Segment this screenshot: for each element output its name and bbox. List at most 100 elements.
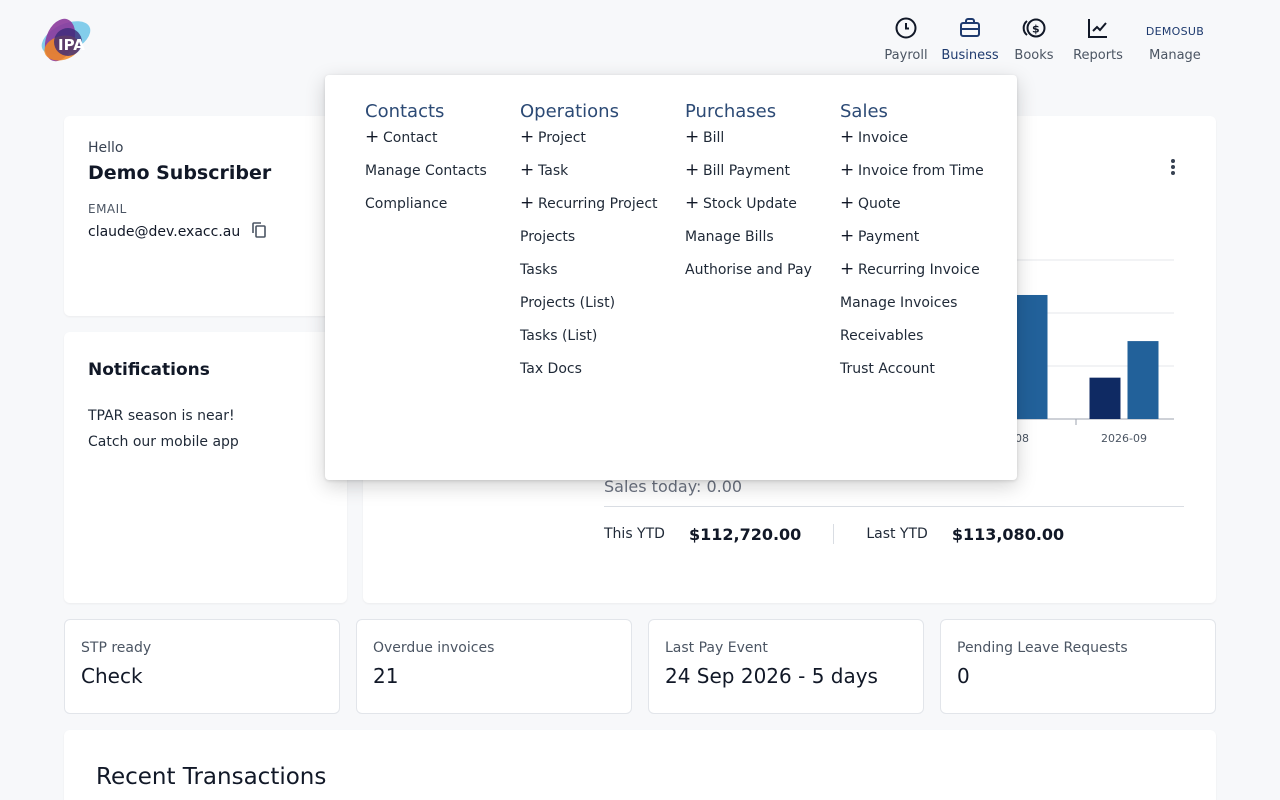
chart-bar[interactable] — [1089, 377, 1121, 419]
menu-heading-purchases: Purchases — [685, 101, 777, 122]
menu-item[interactable]: + Invoice from Time — [840, 161, 984, 194]
menu-item[interactable]: + Project — [520, 128, 658, 161]
svg-text:IPA: IPA — [58, 36, 85, 54]
this-ytd-value: $112,720.00 — [688, 524, 802, 544]
menu-item-label: Bill — [703, 130, 725, 146]
menu-item[interactable]: + Recurring Project — [520, 194, 658, 227]
more-options-icon[interactable] — [1170, 158, 1176, 180]
plus-icon: + — [365, 127, 380, 147]
menu-item[interactable]: Manage Contacts — [365, 161, 487, 194]
email-row: claude@dev.exacc.au — [88, 222, 323, 242]
menu-item-label: Stock Update — [703, 196, 797, 212]
nav-books-label: Books — [1014, 48, 1054, 63]
plus-icon: + — [520, 193, 535, 213]
menu-item[interactable]: + Contact — [365, 128, 487, 161]
chart-x-tick-label: 2026-09 — [1101, 432, 1147, 445]
copy-icon[interactable] — [252, 222, 267, 242]
nav-business-label: Business — [941, 48, 999, 63]
notification-item[interactable]: Catch our mobile app — [88, 434, 239, 450]
menu-item[interactable]: Authorise and Pay — [685, 260, 812, 293]
menu-item-label: Projects (List) — [520, 295, 616, 311]
menu-item-label: Recurring Project — [538, 196, 658, 212]
menu-item[interactable]: + Stock Update — [685, 194, 812, 227]
recent-transactions-title: Recent Transactions — [96, 764, 327, 790]
greeting: Hello — [88, 140, 124, 156]
menu-item[interactable]: Trust Account — [840, 359, 984, 392]
stat-label: STP ready — [81, 640, 152, 656]
chart-bar[interactable] — [1016, 294, 1048, 419]
menu-item[interactable]: + Payment — [840, 227, 984, 260]
menu-item[interactable]: + Task — [520, 161, 658, 194]
user-name: Demo Subscriber — [88, 162, 272, 184]
briefcase-icon — [957, 14, 983, 42]
menu-item-label: Trust Account — [840, 361, 935, 377]
notifications-title: Notifications — [88, 360, 210, 380]
top-navigation: Payroll Business $ Books Reports DEMOSUB… — [874, 14, 1220, 63]
plus-icon: + — [840, 259, 855, 279]
nav-reports[interactable]: Reports — [1066, 14, 1130, 63]
plus-icon: + — [685, 193, 700, 213]
nav-manage[interactable]: DEMOSUB Manage — [1130, 14, 1220, 63]
menu-item[interactable]: Manage Invoices — [840, 293, 984, 326]
company-logo[interactable]: IPA — [36, 10, 96, 66]
sales-today: Sales today: 0.00 — [604, 477, 743, 496]
menu-item[interactable]: + Quote — [840, 194, 984, 227]
menu-column-sales: Sales + Invoice + Invoice from Time + Quote + P… — [840, 101, 984, 392]
menu-column-operations: Operations + Project + Task + Recurring Proje… — [520, 101, 658, 392]
menu-item[interactable]: Tax Docs — [520, 359, 658, 392]
menu-item[interactable]: Projects (List) — [520, 293, 658, 326]
clock-icon — [893, 14, 919, 42]
menu-column-contacts: Contacts + Contact Manage Contacts Complian… — [365, 101, 487, 227]
menu-item-label: Invoice — [858, 130, 909, 146]
menu-item[interactable]: + Recurring Invoice — [840, 260, 984, 293]
menu-item[interactable]: Receivables — [840, 326, 984, 359]
menu-item-label: Receivables — [840, 328, 924, 344]
plus-icon: + — [685, 160, 700, 180]
menu-item[interactable]: + Invoice — [840, 128, 984, 161]
menu-item-label: Compliance — [365, 196, 448, 212]
menu-heading-sales: Sales — [840, 101, 888, 122]
plus-icon: + — [840, 160, 855, 180]
chart-bar[interactable] — [1127, 341, 1159, 419]
plus-icon: + — [685, 127, 700, 147]
last-ytd-value: $113,080.00 — [951, 524, 1065, 544]
menu-item[interactable]: Compliance — [365, 194, 487, 227]
nav-books[interactable]: $ Books — [1002, 14, 1066, 63]
stat-pending-leave[interactable]: Pending Leave Requests 0 — [940, 619, 1216, 714]
stat-last-pay-event[interactable]: Last Pay Event 24 Sep 2026 - 5 days — [648, 619, 924, 714]
stat-stp-ready[interactable]: STP ready Check — [64, 619, 340, 714]
stat-label: Overdue invoices — [373, 640, 495, 656]
stat-value: 24 Sep 2026 - 5 days — [665, 664, 878, 688]
menu-item-label: Tasks — [520, 262, 558, 278]
menu-item[interactable]: Tasks (List) — [520, 326, 658, 359]
notification-item[interactable]: TPAR season is near! — [88, 408, 235, 424]
stat-label: Last Pay Event — [665, 640, 768, 656]
plus-icon: + — [840, 226, 855, 246]
stat-overdue-invoices[interactable]: Overdue invoices 21 — [356, 619, 632, 714]
menu-item[interactable]: Projects — [520, 227, 658, 260]
notifications-card: Notifications TPAR season is near! Catch… — [64, 332, 347, 603]
trend-chart-icon — [1085, 14, 1111, 42]
ytd-summary: This YTD $112,720.00 Last YTD $113,080.0… — [604, 524, 1064, 544]
last-ytd-label: Last YTD — [866, 526, 928, 542]
menu-item[interactable]: Manage Bills — [685, 227, 812, 260]
divider — [604, 506, 1184, 507]
nav-payroll[interactable]: Payroll — [874, 14, 938, 63]
nav-business[interactable]: Business — [938, 14, 1002, 63]
menu-heading-operations: Operations — [520, 101, 619, 122]
menu-item-label: Tasks (List) — [520, 328, 598, 344]
business-dropdown-menu: Contacts + Contact Manage Contacts Complian… — [325, 75, 1017, 480]
menu-item-label: Project — [538, 130, 586, 146]
menu-item-label: Authorise and Pay — [685, 262, 812, 278]
ytd-separator — [833, 524, 835, 544]
menu-item-label: Contact — [383, 130, 438, 146]
menu-item-label: Invoice from Time — [858, 163, 984, 179]
nav-payroll-label: Payroll — [884, 48, 928, 63]
menu-item[interactable]: + Bill — [685, 128, 812, 161]
nav-reports-label: Reports — [1073, 48, 1123, 63]
stat-value: Check — [81, 664, 143, 688]
menu-item[interactable]: Tasks — [520, 260, 658, 293]
menu-item-label: Manage Contacts — [365, 163, 487, 179]
menu-column-purchases: Purchases + Bill + Bill Payment + Stock Updat… — [685, 101, 812, 293]
menu-item[interactable]: + Bill Payment — [685, 161, 812, 194]
